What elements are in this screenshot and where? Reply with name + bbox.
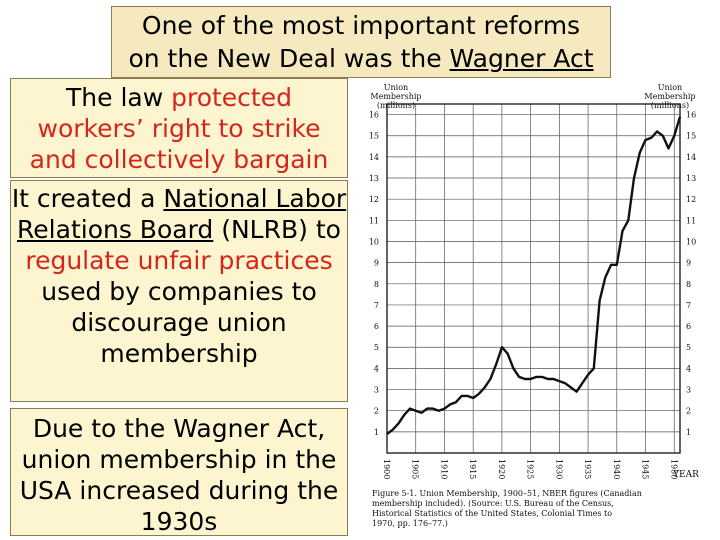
box2-part3: (NLRB) to [213,215,341,244]
x-tick-label: 1945 [641,459,650,479]
y-tick-left: 5 [374,343,379,352]
caption-line: membership included). (Source: U.S. Bure… [372,499,614,508]
chart-axes [386,103,681,454]
y-tick-right: 6 [686,322,691,331]
y-tick-left: 8 [374,280,379,289]
y-tick-left: 2 [374,407,379,416]
y-tick-right: 14 [686,153,696,162]
y-tick-right: 15 [686,132,696,141]
x-tick-label: 1905 [411,459,420,479]
chart-grid [386,104,680,453]
x-tick-label: 1935 [583,459,592,479]
caption-line: 1970, pp. 176–77.) [372,519,448,528]
y-tick-left: 1 [374,428,379,437]
box1-highlight: protected workers’ right to strike and c… [29,83,329,174]
y-tick-right: 8 [686,280,691,289]
y-tick-left: 14 [369,153,379,162]
y-tick-left: 9 [374,259,379,268]
caption-line: Figure 5-1. Union Membership, 1900–51, N… [372,489,642,498]
plot-frame [386,103,681,454]
x-tick-label: 1915 [468,459,477,479]
right-axis-label-3: (millions) [651,101,689,110]
y-tick-right: 16 [686,111,696,120]
y-tick-left: 4 [374,364,379,373]
y-tick-right: 2 [686,407,691,416]
caption-line: Historical Statistics of the United Stat… [372,509,612,518]
right-axis-label-2: Membership [644,92,695,101]
box1-part1: The law [66,83,172,112]
y-tick-right: 9 [686,259,691,268]
y-tick-left: 3 [374,386,379,395]
chart-caption: Figure 5-1. Union Membership, 1900–51, N… [372,489,642,528]
y-tick-left: 6 [374,322,379,331]
text-box-protected: The law protected workers’ right to stri… [10,78,348,178]
box3-text: Due to the Wagner Act, union membership … [19,414,339,536]
text-box-increase: Due to the Wagner Act, union membership … [10,408,348,536]
union-membership-line [386,116,682,435]
chart-series [386,116,682,435]
y-tick-left: 16 [369,111,379,120]
box2-highlight: regulate unfair practices [25,246,333,275]
box2-nlrb: National Labor Relations Board [17,184,347,244]
y-tick-right: 10 [686,237,696,246]
y-tick-right: 4 [686,364,691,373]
title-line-1: One of the most important reforms [141,11,581,40]
y-tick-right: 3 [686,386,691,395]
x-tick-label: 1910 [439,459,448,479]
y-tick-left: 13 [369,174,379,183]
y-tick-right: 7 [686,301,691,310]
y-tick-right: 1 [686,428,691,437]
right-axis-label: Union [658,83,682,92]
y-tick-left: 15 [369,132,379,141]
text-box-nlrb: It created a National Labor Relations Bo… [10,180,348,402]
box2-part5: used by companies to discourage union me… [41,277,317,368]
title-line-2-prefix: on the New Deal was the [128,44,450,73]
left-axis-label: Union [384,83,408,92]
y-tick-left: 7 [374,301,379,310]
x-tick-label: 1925 [526,459,535,479]
y-tick-left: 10 [369,237,379,246]
wagner-act-link-text: Wagner Act [449,44,594,73]
x-tick-label: 1920 [497,459,506,479]
left-axis-label-2: Membership [370,92,421,101]
y-tick-left: 12 [369,195,379,204]
x-tick-label: 1940 [612,459,621,479]
y-tick-right: 5 [686,343,691,352]
y-tick-right: 13 [686,174,696,183]
x-tick-label: 1950 [669,459,678,479]
title-line-2: on the New Deal was the Wagner Act [112,42,610,75]
x-tick-label: 1900 [382,459,391,479]
y-tick-right: 12 [686,195,696,204]
slide-title: One of the most important reforms on the… [111,6,611,78]
y-tick-left: 11 [369,216,379,225]
y-tick-right: 11 [686,216,696,225]
box2-part1: It created a [11,184,164,213]
x-tick-label: 1930 [554,459,563,479]
left-axis-label-3: (millions) [377,101,415,110]
x-axis-title: YEAR [672,470,699,480]
